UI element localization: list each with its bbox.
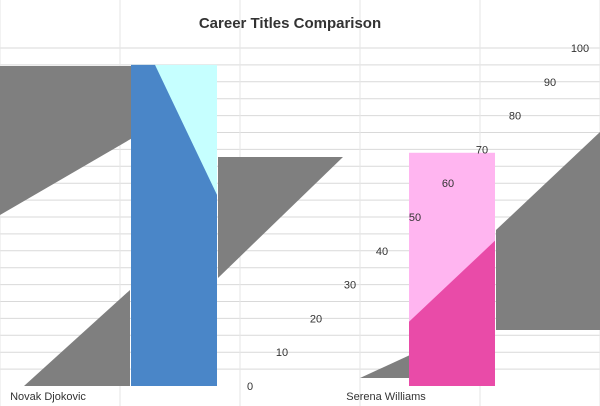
bar [131,64,217,387]
y-tick-label: 40 [376,246,388,258]
diagonal-band-bottom-left [24,290,130,386]
y-tick-label: 50 [409,212,421,224]
y-tick-label: 20 [310,313,322,325]
diagonal-band-mid [218,157,343,278]
chart-title: Career Titles Comparison [199,15,381,32]
y-tick-label: 60 [442,178,454,190]
y-tick-label: 70 [476,144,488,156]
bars [131,64,495,387]
y-tick-label: 90 [544,77,556,89]
labels: 0 10 20 30 40 50 60 70 80 90 100 Novak Djokovic Sere… [10,43,589,403]
y-tick-label: 80 [509,111,521,123]
y-tick-label: 100 [571,43,589,55]
x-category-label: Serena Williams [346,391,426,403]
x-category-label: Novak Djokovic [10,391,86,403]
y-tick-label: 30 [344,280,356,292]
y-tick-label: 0 [247,381,253,393]
diagonal-band-right [496,132,600,330]
bar [409,240,495,386]
diagonal-band-bottom-mid [360,355,410,378]
y-tick-label: 10 [276,347,288,359]
